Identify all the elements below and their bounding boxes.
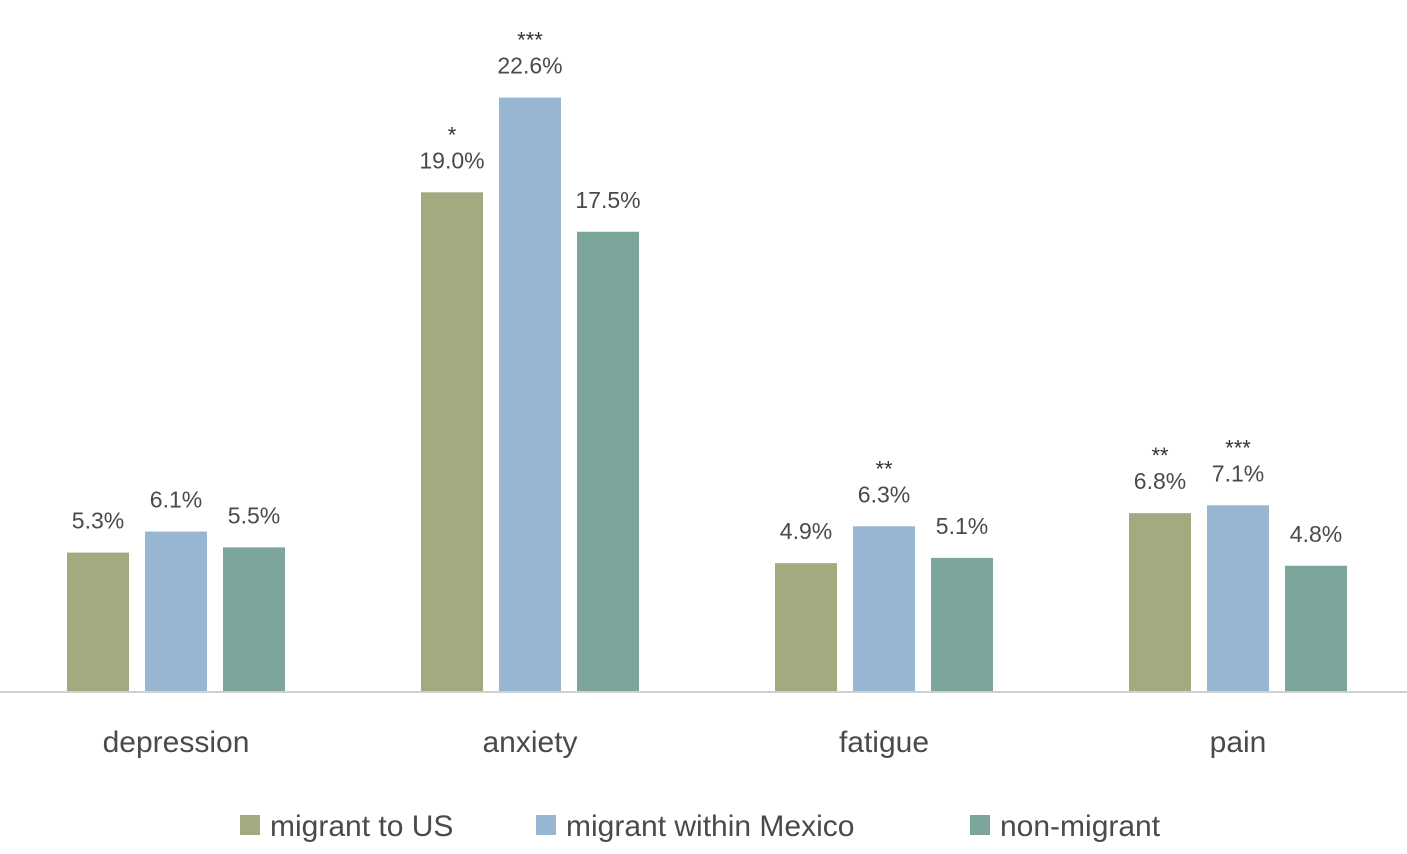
significance-marker-anxiety-1: *** xyxy=(517,28,543,53)
data-label-anxiety-1: 22.6% xyxy=(497,53,562,79)
data-label-fatigue-2: 5.1% xyxy=(936,513,988,539)
bar-pain-0 xyxy=(1129,513,1191,692)
category-labels-layer: depression anxiety fatigue pain xyxy=(103,726,1267,759)
legend-label-1: migrant within Mexico xyxy=(566,810,854,843)
data-label-fatigue-1: 6.3% xyxy=(858,481,910,507)
data-label-depression-2: 5.5% xyxy=(228,502,280,528)
legend-swatch-2 xyxy=(970,815,990,835)
category-label-pain: pain xyxy=(1210,726,1267,759)
bar-anxiety-2 xyxy=(577,231,639,692)
data-label-anxiety-2: 17.5% xyxy=(575,187,640,213)
significance-marker-anxiety-0: * xyxy=(448,122,457,147)
data-label-depression-0: 5.3% xyxy=(72,508,124,534)
data-label-fatigue-0: 4.9% xyxy=(780,518,832,544)
significance-marker-pain-0: ** xyxy=(1151,443,1169,468)
bar-pain-2 xyxy=(1285,565,1347,692)
bar-fatigue-2 xyxy=(931,557,993,692)
bar-fatigue-0 xyxy=(775,563,837,692)
category-label-depression: depression xyxy=(103,726,250,759)
data-label-depression-1: 6.1% xyxy=(150,487,202,513)
legend-label-0: migrant to US xyxy=(270,810,453,843)
legend-swatch-1 xyxy=(536,815,556,835)
significance-marker-pain-1: *** xyxy=(1225,435,1251,460)
bar-anxiety-0 xyxy=(421,192,483,693)
data-labels-layer: 5.3%6.1%5.5%19.0%*22.6%***17.5%4.9%6.3%*… xyxy=(72,28,1342,547)
legend: migrant to US migrant within Mexico non-mi… xyxy=(240,810,1161,843)
data-label-pain-2: 4.8% xyxy=(1290,521,1342,547)
bar-anxiety-1 xyxy=(499,97,561,693)
category-label-anxiety: anxiety xyxy=(482,726,577,759)
bar-depression-2 xyxy=(223,547,285,692)
bar-depression-1 xyxy=(145,531,207,692)
data-label-anxiety-0: 19.0% xyxy=(419,147,484,173)
legend-label-2: non-migrant xyxy=(1000,810,1161,843)
legend-swatch-0 xyxy=(240,815,260,835)
bar-pain-1 xyxy=(1207,505,1269,692)
category-label-fatigue: fatigue xyxy=(839,726,929,759)
bar-depression-0 xyxy=(67,552,129,692)
data-label-pain-1: 7.1% xyxy=(1212,460,1264,486)
significance-marker-fatigue-1: ** xyxy=(875,456,893,481)
bars-layer xyxy=(67,97,1347,693)
bar-fatigue-1 xyxy=(853,526,915,692)
data-label-pain-0: 6.8% xyxy=(1134,468,1186,494)
